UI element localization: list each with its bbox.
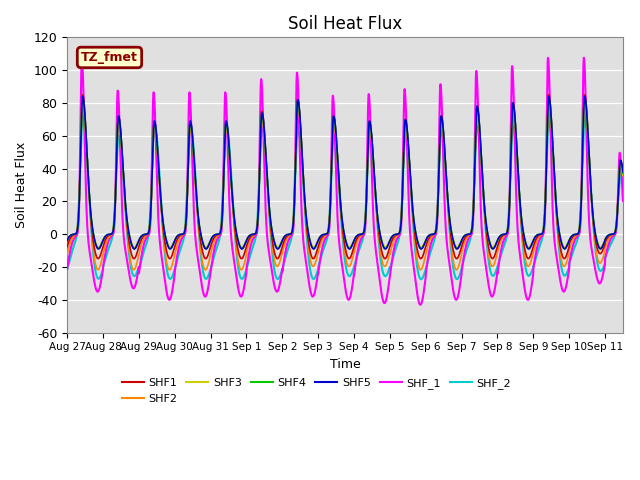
Legend: SHF1, SHF2, SHF3, SHF4, SHF5, SHF_1, SHF_2: SHF1, SHF2, SHF3, SHF4, SHF5, SHF_1, SHF… <box>117 373 515 408</box>
Title: Soil Heat Flux: Soil Heat Flux <box>288 15 402 33</box>
Text: TZ_fmet: TZ_fmet <box>81 51 138 64</box>
X-axis label: Time: Time <box>330 358 360 371</box>
Y-axis label: Soil Heat Flux: Soil Heat Flux <box>15 142 28 228</box>
